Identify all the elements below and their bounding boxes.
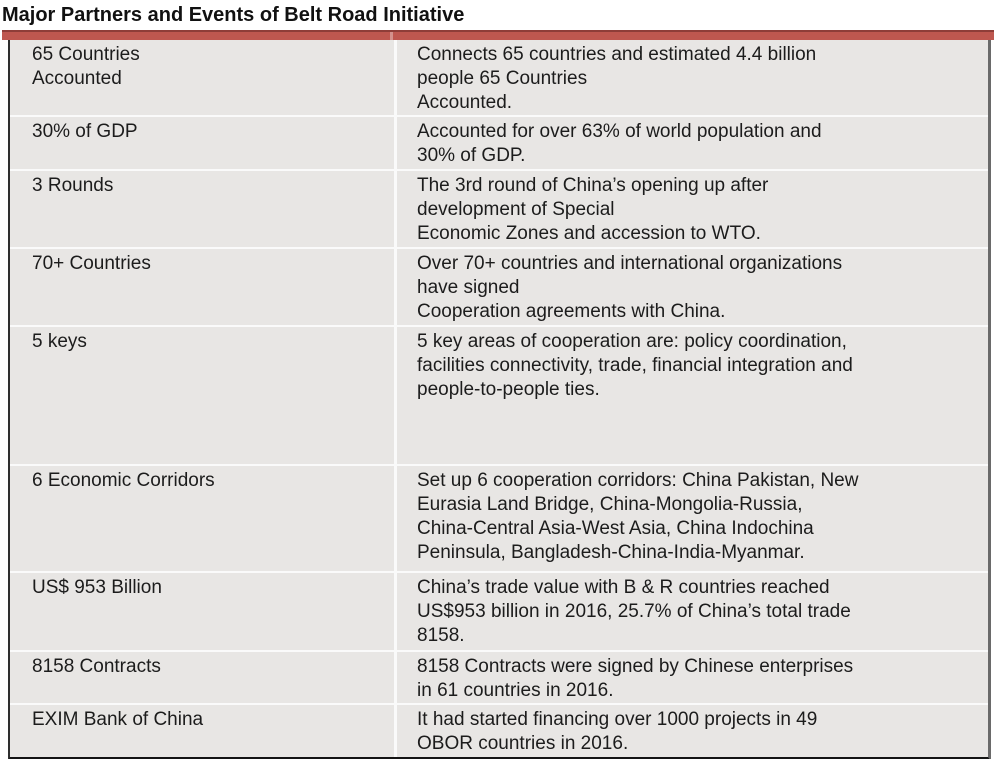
row-description: The 3rd round of China’s opening up afte…	[417, 175, 769, 244]
accent-bar-column-divider	[390, 32, 393, 40]
row-label: EXIM Bank of China	[10, 705, 397, 757]
row-label: 8158 Contracts	[10, 652, 397, 703]
table-row: EXIM Bank of China It had started financ…	[10, 705, 988, 757]
row-label: 30% of GDP	[10, 117, 397, 169]
page-title: Major Partners and Events of Belt Road I…	[2, 4, 465, 26]
table-row: 5 keys 5 key areas of cooperation are: p…	[10, 327, 988, 466]
row-label: 65 Countries Accounted	[10, 40, 397, 115]
table-row: 8158 Contracts 8158 Contracts were signe…	[10, 652, 988, 705]
table-row: US$ 953 Billion China’s trade value with…	[10, 573, 988, 652]
row-label: 3 Rounds	[10, 171, 397, 247]
partners-events-table: 65 Countries Accounted Connects 65 count…	[8, 40, 991, 759]
row-description: Connects 65 countries and estimated 4.4 …	[417, 44, 817, 113]
table-row: 6 Economic Corridors Set up 6 cooperatio…	[10, 466, 988, 573]
table-row: 30% of GDP Accounted for over 63% of wor…	[10, 117, 988, 171]
row-description: 5 key areas of cooperation are: policy c…	[417, 331, 853, 400]
accent-bar	[2, 30, 994, 40]
row-description: Accounted for over 63% of world populati…	[417, 121, 822, 166]
table-row: 65 Countries Accounted Connects 65 count…	[10, 40, 988, 117]
row-label: 5 keys	[10, 327, 397, 464]
row-description: It had started financing over 1000 proje…	[417, 709, 818, 754]
row-description: Set up 6 cooperation corridors: China Pa…	[417, 470, 859, 563]
row-description: 8158 Contracts were signed by Chinese en…	[417, 656, 854, 701]
table-row: 70+ Countries Over 70+ countries and int…	[10, 249, 988, 327]
row-description: Over 70+ countries and international org…	[417, 253, 843, 322]
row-label: 70+ Countries	[10, 249, 397, 325]
row-label: 6 Economic Corridors	[10, 466, 397, 571]
row-description: China’s trade value with B & R countries…	[417, 577, 851, 646]
row-label: US$ 953 Billion	[10, 573, 397, 650]
table-row: 3 Rounds The 3rd round of China’s openin…	[10, 171, 988, 249]
